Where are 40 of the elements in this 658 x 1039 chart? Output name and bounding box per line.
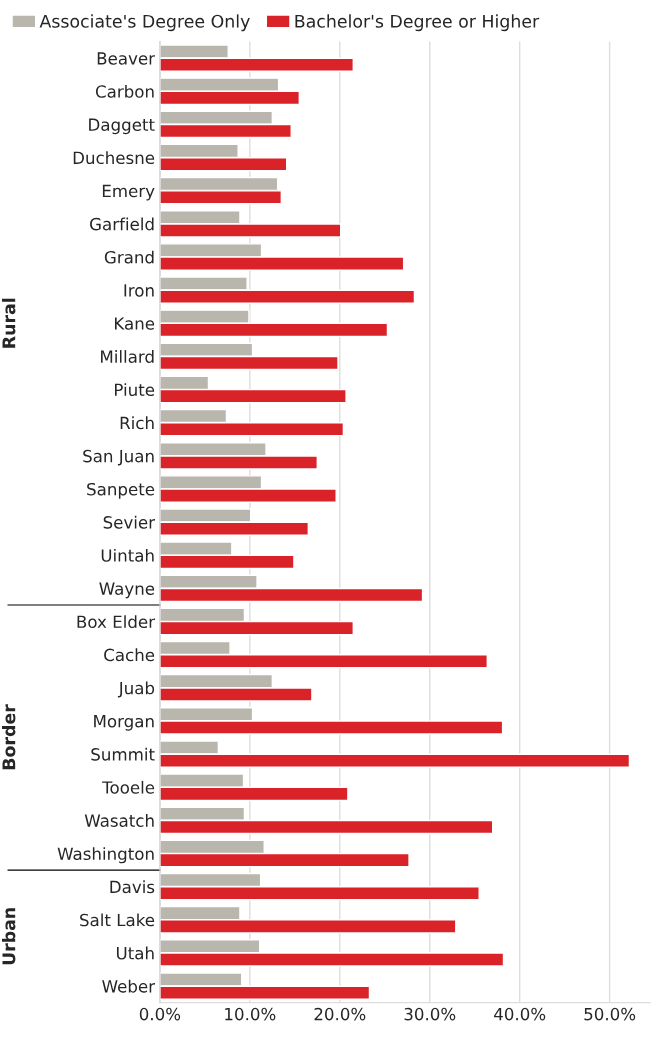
y-tick-label: Emery [102,184,155,201]
y-tick-label: Washington [57,847,154,864]
y-tick-label: Piute [115,383,155,397]
y-tick-label: Summit [91,747,155,761]
y-tick-label: Grand [104,250,154,264]
legend-label: Associate's Degree Only [39,14,250,32]
y-tick-label: Morgan [94,715,154,731]
y-tick-label: Davis [110,880,155,894]
y-tick-label: Duchesne [73,151,155,165]
y-tick-label: Salt Lake [80,913,155,927]
y-tick-label: Weber [102,979,156,993]
x-tick-label: 50.0% [584,1007,636,1021]
y-tick-label: Millard [101,350,154,363]
y-tick-label: Carbon [95,84,154,98]
y-tick-label: Beaver [97,52,156,65]
y-tick-label: Wayne [99,582,155,599]
y-tick-label: Iron [124,284,154,297]
legend-label: Bachelor's Degree or Higher [295,14,540,32]
x-tick-label: 40.0% [494,1007,546,1021]
x-tick-label: 10.0% [225,1007,276,1021]
x-tick-label: 20.0% [314,1007,366,1021]
y-tick-label: Juab [117,681,155,698]
y-tick-label: Daggett [89,118,155,135]
x-tick-label: 0.0% [139,1007,181,1021]
y-tick-label: Utah [116,946,154,960]
y-tick-label: Sanpete [87,482,155,499]
y-tick-label: Uintah [101,548,154,562]
x-tick-label: 30.0% [404,1007,456,1021]
y-tick-label: Rich [120,416,154,430]
y-tick-label: Kane [115,317,155,330]
text: Border [1,704,16,770]
text: Urban [1,908,16,965]
y-tick-label: Tooele [102,780,155,794]
y-tick-label: Garfield [90,217,154,231]
y-tick-label: Cache [104,648,155,662]
text: Rural [1,298,16,348]
y-tick-label: Wasatch [84,814,154,827]
y-tick-label: Sevier [103,515,156,529]
y-tick-label: Box Elder [77,615,156,629]
y-tick-label: San Juan [83,449,154,466]
